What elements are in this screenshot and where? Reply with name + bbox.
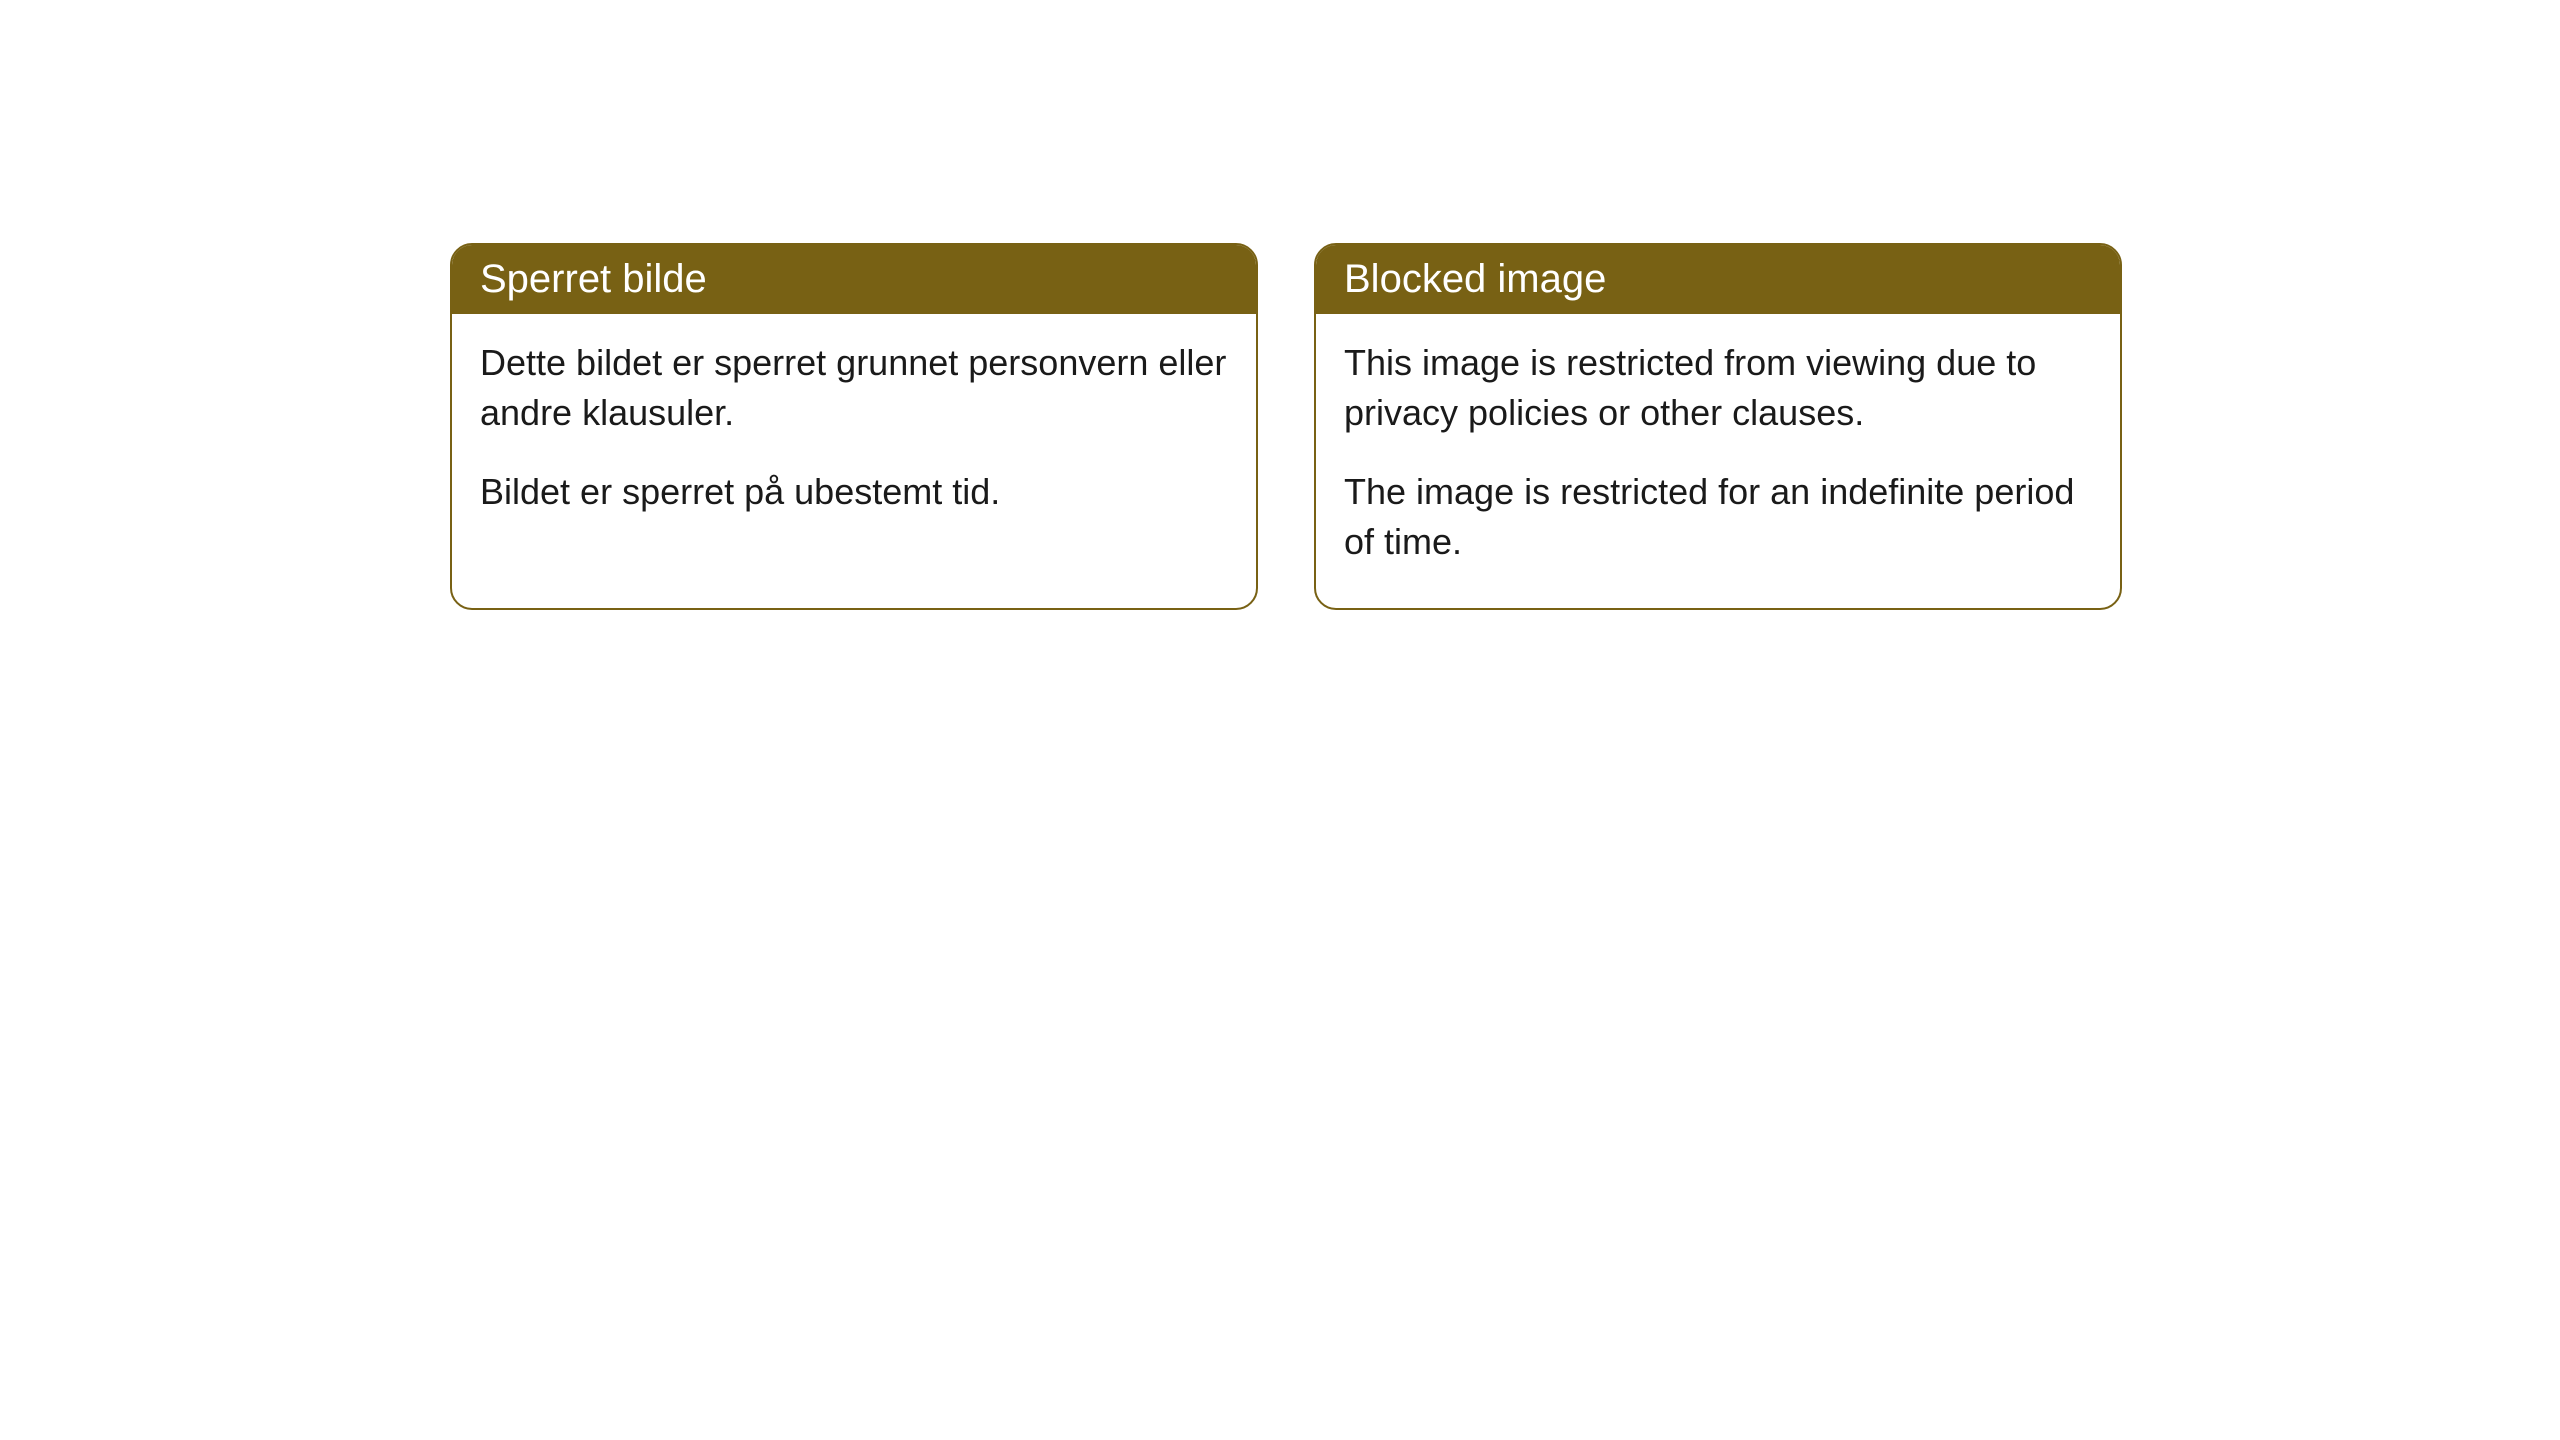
cards-container: Sperret bilde Dette bildet er sperret gr… <box>450 243 2122 610</box>
card-header-no: Sperret bilde <box>452 245 1256 314</box>
card-title-no: Sperret bilde <box>480 257 707 301</box>
card-text-no-2: Bildet er sperret på ubestemt tid. <box>480 467 1228 517</box>
blocked-image-card-en: Blocked image This image is restricted f… <box>1314 243 2122 610</box>
card-text-en-1: This image is restricted from viewing du… <box>1344 338 2092 439</box>
card-text-no-1: Dette bildet er sperret grunnet personve… <box>480 338 1228 439</box>
card-text-en-2: The image is restricted for an indefinit… <box>1344 467 2092 568</box>
card-title-en: Blocked image <box>1344 257 1606 301</box>
card-body-en: This image is restricted from viewing du… <box>1316 314 2120 608</box>
card-body-no: Dette bildet er sperret grunnet personve… <box>452 314 1256 557</box>
card-header-en: Blocked image <box>1316 245 2120 314</box>
blocked-image-card-no: Sperret bilde Dette bildet er sperret gr… <box>450 243 1258 610</box>
